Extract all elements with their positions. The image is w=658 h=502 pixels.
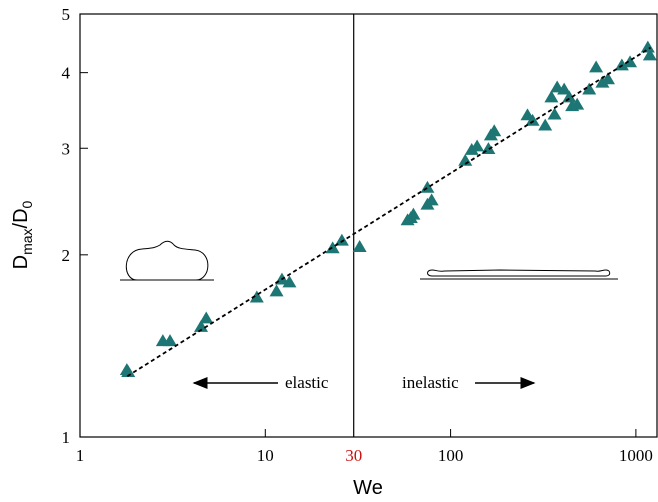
marker bbox=[623, 55, 638, 68]
marker bbox=[640, 40, 655, 53]
marker bbox=[582, 82, 597, 95]
marker bbox=[194, 319, 209, 332]
y-axis-label: Dmax/D0 bbox=[10, 200, 35, 269]
marker bbox=[642, 48, 657, 61]
plot-frame bbox=[79, 13, 658, 438]
marker bbox=[199, 311, 214, 324]
marker bbox=[352, 240, 367, 252]
x-tick-label: 1000 bbox=[619, 446, 653, 465]
marker bbox=[269, 284, 284, 297]
y-label-part: /D bbox=[10, 208, 32, 228]
marker bbox=[121, 365, 136, 378]
marker bbox=[562, 90, 577, 103]
reference-label: 30 bbox=[345, 446, 362, 465]
marker bbox=[565, 99, 580, 112]
marker bbox=[557, 82, 572, 95]
x-tick-label: 1 bbox=[76, 446, 85, 465]
marker bbox=[538, 118, 553, 131]
y-tick-label: 5 bbox=[62, 5, 71, 24]
marker bbox=[589, 60, 604, 73]
inset-shapes bbox=[120, 240, 618, 281]
marker bbox=[325, 241, 340, 254]
marker bbox=[483, 128, 498, 141]
x-tick-label: 10 bbox=[257, 446, 274, 465]
y-tick-label: 3 bbox=[62, 139, 71, 158]
x-tick-label: 100 bbox=[438, 446, 464, 465]
marker bbox=[420, 180, 435, 193]
marker bbox=[547, 107, 562, 120]
marker bbox=[595, 75, 610, 88]
y-label-sub: max bbox=[19, 228, 35, 254]
marker bbox=[282, 275, 297, 288]
marker bbox=[600, 72, 615, 85]
x-axis-label: We bbox=[353, 477, 383, 499]
marker bbox=[403, 211, 418, 223]
y-tick-label: 4 bbox=[62, 64, 71, 83]
annotation: inelastic bbox=[402, 373, 459, 392]
y-tick-label: 2 bbox=[62, 246, 71, 265]
marker bbox=[544, 90, 559, 103]
marker bbox=[470, 139, 485, 152]
y-tick-label: 1 bbox=[62, 428, 71, 447]
marker bbox=[614, 58, 629, 71]
fit-line bbox=[126, 46, 652, 378]
annotation: elastic bbox=[285, 373, 329, 392]
y-label-part: D bbox=[10, 255, 32, 269]
marker bbox=[525, 113, 540, 126]
marker bbox=[420, 197, 435, 210]
y-label-sub: 0 bbox=[19, 200, 35, 208]
marker bbox=[334, 233, 349, 246]
marker bbox=[249, 290, 264, 303]
marker bbox=[163, 334, 178, 347]
